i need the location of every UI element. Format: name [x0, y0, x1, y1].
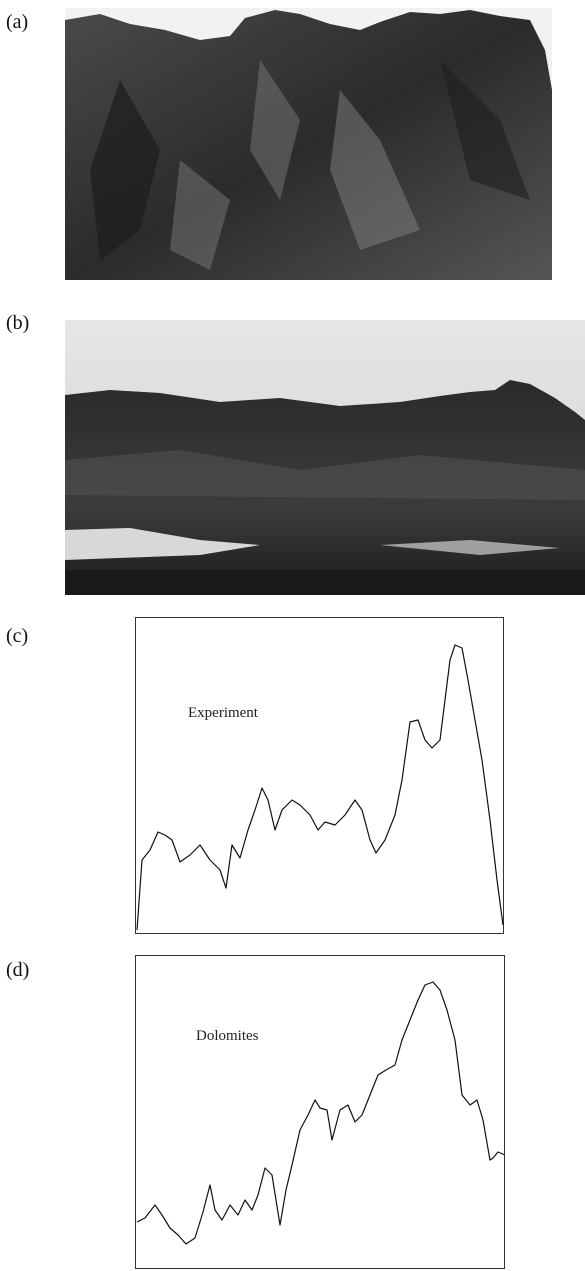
panel-label: (c): [6, 625, 28, 647]
panel-label: (d): [6, 959, 29, 981]
plot-caption: Dolomites: [196, 1028, 259, 1044]
panel-label: (a): [6, 11, 28, 33]
photo-a: [65, 8, 552, 280]
plot-caption: Experiment: [188, 705, 259, 721]
photo-b: [65, 320, 585, 595]
plot-frame: [136, 956, 505, 1269]
panel-label: (b): [6, 312, 29, 334]
profile-line: [137, 645, 503, 930]
plot-frame: [136, 618, 504, 934]
profile-line: [137, 982, 505, 1244]
figure: (a) (b) (c) Experiment (d) Dolomites: [0, 0, 585, 1271]
